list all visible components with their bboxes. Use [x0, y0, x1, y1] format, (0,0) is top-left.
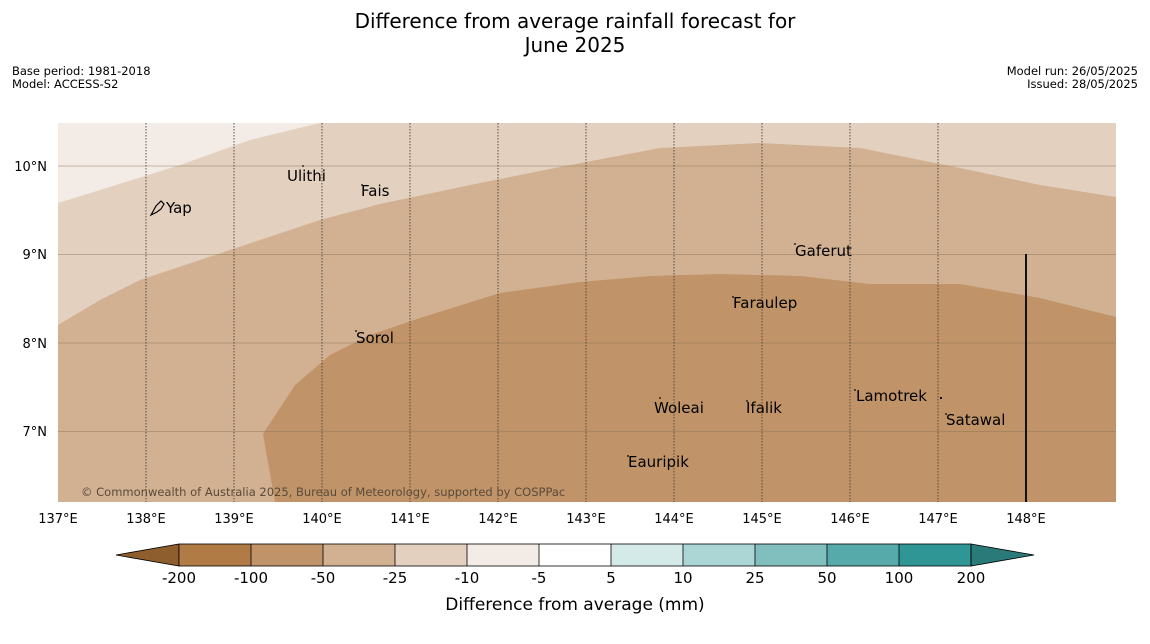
- colorbar-segment: [323, 544, 395, 566]
- lat-label: 10°N: [14, 160, 47, 175]
- lon-label: 138°E: [126, 512, 166, 527]
- colorbar-tick-label: -100: [234, 569, 268, 587]
- colorbar-tick-label: 100: [885, 569, 914, 587]
- colorbar-title: Difference from average (mm): [445, 595, 704, 615]
- lat-label: 9°N: [23, 248, 48, 263]
- lon-gridlines: [145, 123, 939, 502]
- colorbar-segment: [395, 544, 467, 566]
- colorbar-ticks: -200 -100 -50 -25 -10 -5 5 10 25 50 100 …: [162, 569, 985, 587]
- colorbar-segment: [683, 544, 755, 566]
- colorbar-tick-label: -50: [311, 569, 336, 587]
- lon-label: 140°E: [302, 512, 342, 527]
- island-label-ifalik: Ifalik: [746, 399, 782, 417]
- meta-left: Base period: 1981-2018 Model: ACCESS-S2: [12, 65, 151, 91]
- colorbar-frame: [178, 543, 972, 567]
- region-minus100: [263, 274, 1116, 502]
- colorbar-tick-label: 5: [606, 569, 616, 587]
- lon-label: 145°E: [742, 512, 782, 527]
- lon-label: 147°E: [918, 512, 958, 527]
- colorbar-tick-label: -25: [383, 569, 408, 587]
- meta-right: Model run: 26/05/2025 Issued: 28/05/2025: [1007, 65, 1138, 91]
- lon-label: 141°E: [390, 512, 430, 527]
- colorbar-segment: [179, 544, 251, 566]
- lat-axis-labels: 10°N 9°N 8°N 7°N: [14, 160, 47, 440]
- island-markers: [302, 165, 947, 457]
- lon-label: 143°E: [566, 512, 606, 527]
- map-title: Difference from average rainfall forecas…: [0, 9, 1150, 57]
- region-minus10: [58, 123, 320, 203]
- colorbar-tick-label: -200: [162, 569, 196, 587]
- lat-label: 8°N: [23, 337, 48, 352]
- colorbar-tick-label: 50: [817, 569, 836, 587]
- lon-label: 142°E: [478, 512, 518, 527]
- model-name: Model: ACCESS-S2: [12, 77, 119, 91]
- map-plot[interactable]: Ulithi Fais Yap Gaferut Faraulep Sorol L…: [58, 123, 1116, 502]
- island-label-lamotrek: Lamotrek: [856, 387, 927, 405]
- copyright-notice: © Commonwealth of Australia 2025, Bureau…: [81, 485, 565, 499]
- island-label-sorol: Sorol: [356, 329, 394, 347]
- colorbar-tick-label: 10: [673, 569, 692, 587]
- title-line-2: June 2025: [524, 33, 626, 57]
- lon-label: 144°E: [654, 512, 694, 527]
- island-label-satawal: Satawal: [946, 411, 1005, 429]
- yap-island-outline: [149, 200, 165, 217]
- lon-label: 146°E: [830, 512, 870, 527]
- colorbar-extend-low: [115, 543, 180, 567]
- colorbar-tick-label: -10: [455, 569, 480, 587]
- island-label-ulithi: Ulithi: [287, 167, 326, 185]
- island-label-fais: Fais: [361, 182, 390, 200]
- colorbar: -200 -100 -50 -25 -10 -5 5 10 25 50 100 …: [115, 543, 1035, 615]
- colorbar-segment: [827, 544, 899, 566]
- title-line-1: Difference from average rainfall forecas…: [354, 9, 796, 33]
- island-label-woleai: Woleai: [654, 399, 704, 417]
- model-run: Model run: 26/05/2025: [1006, 64, 1138, 78]
- colorbar-segment: [467, 544, 539, 566]
- colorbar-segment: [899, 544, 971, 566]
- lon-axis-labels: 137°E 138°E 139°E 140°E 141°E 142°E 143°…: [38, 512, 1046, 527]
- colorbar-segment: [251, 544, 323, 566]
- colorbar-dividers: [250, 544, 900, 566]
- island-labels: Ulithi Fais Yap Gaferut Faraulep Sorol L…: [165, 167, 1005, 471]
- lon-label: 139°E: [214, 512, 254, 527]
- colorbar-tick-label: 200: [957, 569, 986, 587]
- lon-label: 137°E: [38, 512, 78, 527]
- colorbar-segment: [611, 544, 683, 566]
- colorbar-extend-high: [970, 543, 1035, 567]
- lat-label: 7°N: [23, 425, 48, 440]
- base-period: Base period: 1981-2018: [12, 64, 151, 78]
- colorbar-segment: [755, 544, 827, 566]
- island-label-faraulep: Faraulep: [733, 294, 797, 312]
- colorbar-tick-label: -5: [532, 569, 547, 587]
- colorbar-segment: [539, 544, 611, 566]
- island-label-eauripik: Eauripik: [628, 453, 689, 471]
- island-label-gaferut: Gaferut: [795, 242, 852, 260]
- island-label-yap: Yap: [165, 199, 192, 217]
- lon-label: 148°E: [1006, 512, 1046, 527]
- colorbar-tick-label: 25: [745, 569, 764, 587]
- issued-date: Issued: 28/05/2025: [1027, 77, 1138, 91]
